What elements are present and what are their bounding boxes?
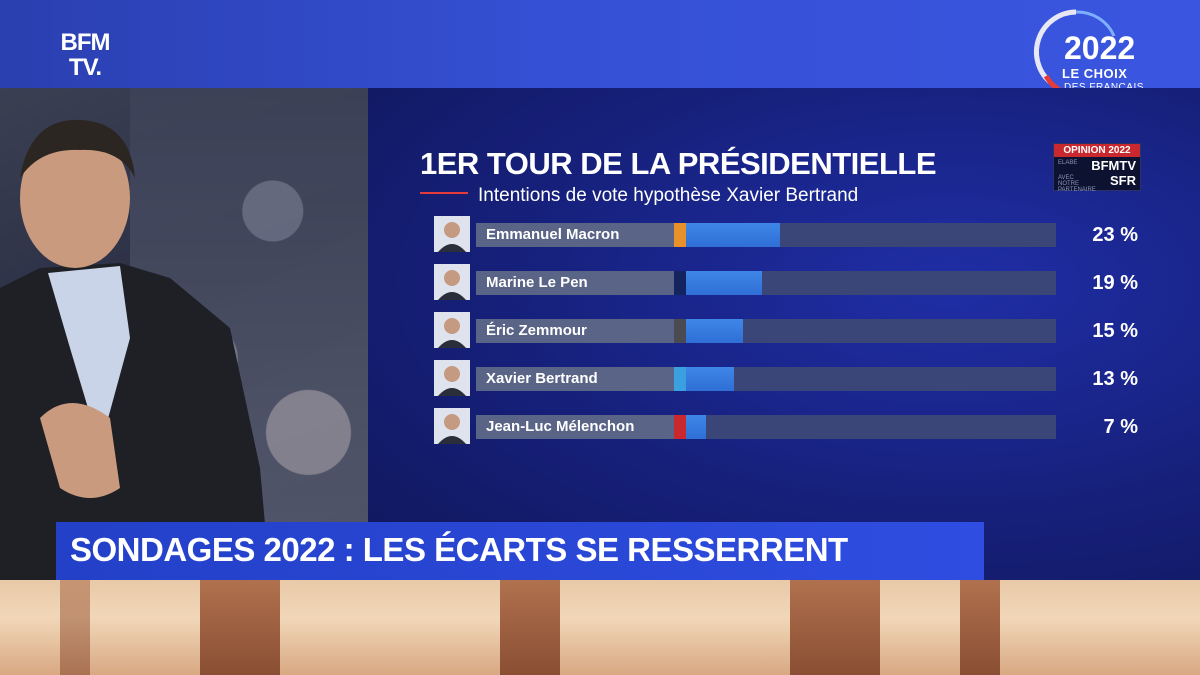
value-label: 23 % xyxy=(1092,224,1138,246)
value-label: 13 % xyxy=(1092,368,1138,390)
badge-line1: LE CHOIX xyxy=(1062,66,1128,81)
label-background xyxy=(476,319,674,343)
logo-line2: TV. xyxy=(68,54,102,81)
skyline-tower xyxy=(200,580,280,675)
candidate-name: Jean-Luc Mélenchon xyxy=(486,418,635,435)
value-bar xyxy=(686,415,707,439)
opinion-badge-brand1: BFMTV xyxy=(1091,158,1136,173)
label-background xyxy=(476,223,674,247)
party-color-marker xyxy=(674,367,686,391)
candidate-avatar xyxy=(434,312,470,348)
bar-row: Emmanuel Macron 23 % xyxy=(434,216,1138,252)
party-color-marker xyxy=(674,223,686,247)
candidate-avatar xyxy=(434,408,470,444)
value-bar xyxy=(686,367,734,391)
headline-banner: SONDAGES 2022 : LES ÉCARTS SE RESSERRENT xyxy=(56,522,984,580)
candidate-name: Éric Zemmour xyxy=(486,322,587,339)
opinion-2022-badge: OPINION 2022 ELABE BFMTV AVEC NOTRE PART… xyxy=(1053,143,1141,193)
label-background xyxy=(476,415,674,439)
candidate-name: Xavier Bertrand xyxy=(486,370,598,387)
election-2022-badge: 2022 LE CHOIX DES FRANÇAIS xyxy=(1030,6,1180,106)
skyline-tower xyxy=(500,580,560,675)
value-label: 7 % xyxy=(1103,416,1138,438)
value-label: 15 % xyxy=(1092,320,1138,342)
opinion-badge-small2: AVEC NOTRE PARTENAIRE xyxy=(1058,175,1096,193)
studio-photo xyxy=(0,88,368,580)
title-accent-line xyxy=(420,192,468,194)
opinion-badge-title: OPINION 2022 xyxy=(1054,144,1140,157)
badge-year: 2022 xyxy=(1064,30,1136,66)
skyline-tower xyxy=(60,580,90,675)
chart-subtitle: Intentions de vote hypothèse Xavier Bert… xyxy=(478,185,859,206)
candidate-name: Marine Le Pen xyxy=(486,274,588,291)
bar-row: Jean-Luc Mélenchon 7 % xyxy=(434,408,1138,444)
opinion-badge-brand2: SFR xyxy=(1110,173,1136,188)
chart-title: 1ER TOUR DE LA PRÉSIDENTIELLE xyxy=(420,146,937,181)
skyline-tower xyxy=(790,580,880,675)
candidate-avatar xyxy=(434,216,470,252)
bar-row: Marine Le Pen 19 % xyxy=(434,264,1138,300)
value-bar xyxy=(686,271,762,295)
top-band: BFM TV. 2022 LE CHOIX DES FRANÇAIS xyxy=(0,0,1200,98)
party-color-marker xyxy=(674,415,686,439)
chart-panel: 1ER TOUR DE LA PRÉSIDENTIELLE Intentions… xyxy=(368,88,1200,580)
city-skyline xyxy=(0,580,1200,675)
logo-line1: BFM xyxy=(60,29,111,56)
opinion-badge-small1: ELABE xyxy=(1058,160,1078,166)
bfmtv-logo: BFM TV. xyxy=(52,30,118,82)
label-background xyxy=(476,271,674,295)
headline-text: SONDAGES 2022 : LES ÉCARTS SE RESSERRENT xyxy=(70,531,848,568)
label-background xyxy=(476,367,674,391)
bar-row: Éric Zemmour 15 % xyxy=(434,312,1138,348)
presenter-figure xyxy=(0,119,270,580)
party-color-marker xyxy=(674,319,686,343)
candidate-name: Emmanuel Macron xyxy=(486,226,620,243)
bar-row: Xavier Bertrand 13 % xyxy=(434,360,1138,396)
value-label: 19 % xyxy=(1092,272,1138,294)
candidate-avatar xyxy=(434,264,470,300)
candidate-avatar xyxy=(434,360,470,396)
badge-line2: DES FRANÇAIS xyxy=(1064,82,1144,93)
party-color-marker xyxy=(674,271,686,295)
skyline-tower xyxy=(960,580,1000,675)
value-bar xyxy=(686,223,780,247)
value-bar xyxy=(686,319,744,343)
